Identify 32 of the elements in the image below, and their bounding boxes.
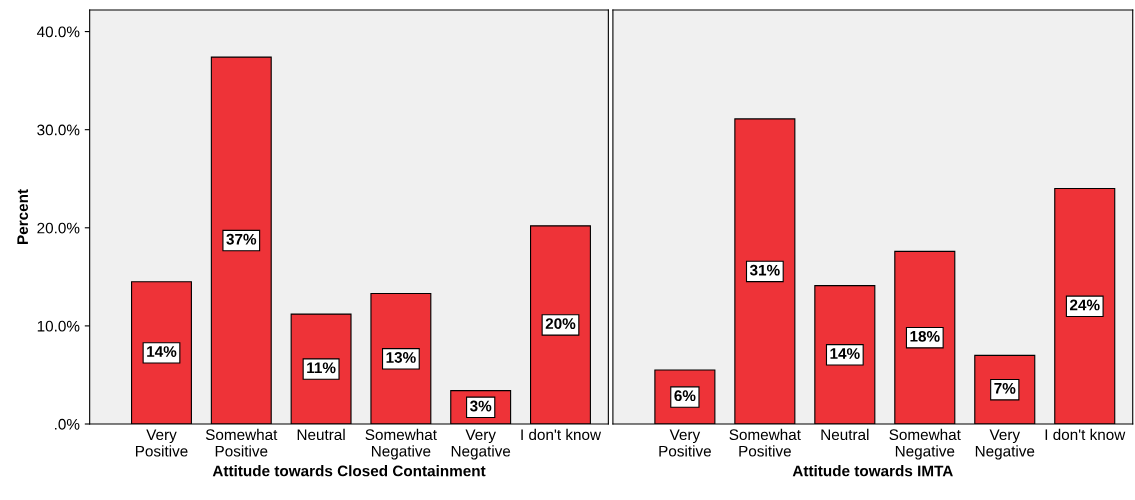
y-tick-label: .0% — [55, 418, 80, 430]
x-tick-label: Somewhat Negative — [889, 428, 961, 460]
x-tick-label: Somewhat Negative — [365, 428, 437, 460]
data-label: 3% — [469, 400, 492, 412]
data-label: 31% — [749, 264, 780, 276]
data-label: 14% — [147, 346, 177, 357]
data-label: 24% — [1069, 299, 1100, 311]
data-label: 14% — [830, 348, 860, 359]
data-label: 20% — [545, 318, 576, 330]
x-tick-label: Neutral — [821, 428, 869, 441]
x-tick-label: Very Positive — [135, 429, 188, 457]
y-tick-label: 40.0% — [36, 26, 80, 38]
x-tick-label: Somewhat Positive — [205, 428, 278, 457]
y-tick-label: 10.0% — [37, 320, 80, 332]
x-tick-label: Very Negative — [975, 429, 1035, 460]
data-label: 7% — [994, 382, 1016, 394]
y-axis-title: Percent — [17, 189, 29, 244]
x-tick-label: Somewhat Positive — [729, 428, 801, 457]
x-axis-title: Attitude towards Closed Containment — [212, 465, 486, 477]
x-tick-label: I don't know — [1045, 428, 1126, 441]
data-label: 37% — [226, 233, 257, 245]
x-tick-label: Neutral — [297, 428, 345, 441]
x-axis-title: Attitude towards IMTA — [792, 465, 953, 477]
x-tick-label: Very Negative — [451, 429, 511, 460]
data-label: 6% — [674, 390, 696, 402]
x-tick-label: Very Positive — [659, 429, 711, 457]
data-label: 13% — [386, 352, 416, 363]
y-tick-label: 30.0% — [37, 124, 80, 136]
data-label: 18% — [910, 330, 940, 342]
data-label: 11% — [307, 362, 336, 374]
y-tick-label: 20.0% — [37, 222, 80, 234]
x-tick-label: I don't know — [521, 428, 602, 441]
